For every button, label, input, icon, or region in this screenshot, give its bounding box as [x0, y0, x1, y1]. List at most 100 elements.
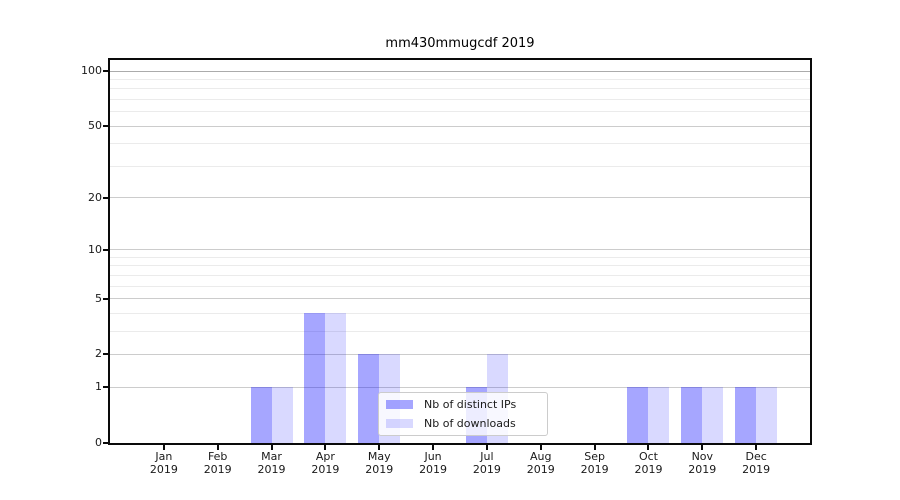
x-tick-year: 2019 [419, 463, 448, 476]
y-tick-label: 2 [95, 347, 102, 361]
x-tick-month: May [367, 450, 391, 463]
minor-gridline [110, 99, 810, 101]
major-gridline [110, 197, 810, 199]
bar-apr-s1 [325, 313, 347, 443]
x-tick-year: 2019 [365, 463, 394, 476]
major-gridline [110, 353, 810, 355]
y-tick-mark [103, 386, 108, 389]
bar-mar-s0 [250, 387, 272, 443]
legend-item-distinct-ips: Nb of distinct IPs [386, 399, 538, 410]
x-tick-year: 2019 [688, 463, 717, 476]
y-tick-mark [103, 353, 108, 356]
y-tick-mark [103, 297, 108, 300]
x-tick-label-jul: Jul 2019 [459, 450, 515, 476]
x-tick-label-nov: Nov 2019 [674, 450, 730, 476]
x-tick-label-feb: Feb 2019 [190, 450, 246, 476]
x-tick-year: 2019 [580, 463, 609, 476]
x-tick-month: Dec [745, 450, 767, 463]
x-tick-mark [647, 445, 650, 450]
minor-gridline [110, 330, 810, 332]
y-tick-mark [103, 196, 108, 199]
x-tick-label-apr: Apr 2019 [297, 450, 353, 476]
minor-gridline [110, 285, 810, 287]
x-tick-mark [701, 445, 704, 450]
y-tick-label: 5 [95, 291, 102, 305]
x-tick-label-may: May 2019 [351, 450, 407, 476]
minor-gridline [110, 165, 810, 167]
x-tick-mark [378, 445, 381, 450]
bar-apr-s0 [304, 313, 326, 443]
x-tick-year: 2019 [742, 463, 771, 476]
x-tick-month: Jan [155, 450, 173, 463]
bar-mar-s1 [271, 387, 293, 443]
x-tick-label-aug: Aug 2019 [513, 450, 569, 476]
y-tick-label: 0 [95, 436, 102, 449]
minor-gridline [110, 111, 810, 113]
plot-area [108, 58, 812, 445]
y-tick-mark [103, 125, 108, 128]
major-gridline [110, 386, 810, 388]
legend-swatch-downloads [386, 419, 413, 428]
x-tick-mark [485, 445, 488, 450]
y-tick-label: 50 [88, 119, 102, 133]
chart-title: mm430mmugcdf 2019 [385, 36, 535, 51]
x-tick-year: 2019 [149, 463, 178, 476]
x-tick-mark [324, 445, 327, 450]
x-tick-mark [539, 445, 542, 450]
bar-may-s0 [358, 354, 380, 443]
legend-label-distinct-ips: Nb of distinct IPs [424, 398, 517, 411]
x-tick-month: Apr [315, 450, 335, 463]
x-tick-mark [216, 445, 219, 450]
x-tick-month: Oct [638, 450, 658, 463]
major-gridline [110, 249, 810, 251]
bar-nov-s0 [681, 387, 703, 443]
bar-dec-s0 [735, 387, 757, 443]
x-tick-year: 2019 [257, 463, 286, 476]
y-tick-label: 20 [88, 190, 102, 204]
x-tick-label-jan: Jan 2019 [136, 450, 192, 476]
legend-label-downloads: Nb of downloads [424, 417, 516, 430]
major-gridline [110, 298, 810, 300]
minor-gridline [110, 265, 810, 267]
y-tick-label: 1 [95, 380, 102, 394]
major-gridline [110, 125, 810, 127]
major-gridline [110, 70, 810, 72]
minor-gridline [110, 143, 810, 145]
x-tick-month: Aug [530, 450, 552, 463]
x-tick-mark [162, 445, 165, 450]
x-tick-mark [755, 445, 758, 450]
bar-oct-s1 [648, 387, 670, 443]
y-tick-mark [103, 70, 108, 73]
x-tick-mark [593, 445, 596, 450]
x-tick-month: Nov [691, 450, 714, 463]
minor-gridline [110, 88, 810, 90]
bar-oct-s0 [627, 387, 649, 443]
bar-dec-s1 [756, 387, 778, 443]
y-tick-mark [103, 442, 108, 444]
x-tick-year: 2019 [203, 463, 232, 476]
minor-gridline [110, 257, 810, 258]
x-tick-year: 2019 [526, 463, 555, 476]
x-tick-mark [432, 445, 435, 450]
x-tick-label-oct: Oct 2019 [620, 450, 676, 476]
x-tick-month: Jul [480, 450, 494, 463]
x-tick-month: Mar [261, 450, 282, 463]
minor-gridline [110, 312, 810, 314]
x-tick-year: 2019 [472, 463, 501, 476]
bar-nov-s1 [702, 387, 724, 443]
y-tick-label: 100 [81, 64, 102, 78]
legend-swatch-distinct-ips [386, 400, 413, 409]
x-tick-year: 2019 [311, 463, 340, 476]
x-tick-label-jun: Jun 2019 [405, 450, 461, 476]
x-tick-label-mar: Mar 2019 [244, 450, 300, 476]
minor-gridline [110, 79, 810, 81]
minor-gridline [110, 274, 810, 276]
x-tick-month: Feb [207, 450, 228, 463]
x-tick-month: Jun [424, 450, 442, 463]
x-tick-label-dec: Dec 2019 [728, 450, 784, 476]
x-tick-month: Sep [584, 450, 605, 463]
legend-item-downloads: Nb of downloads [386, 418, 538, 429]
y-tick-mark [103, 248, 108, 251]
x-tick-year: 2019 [634, 463, 663, 476]
